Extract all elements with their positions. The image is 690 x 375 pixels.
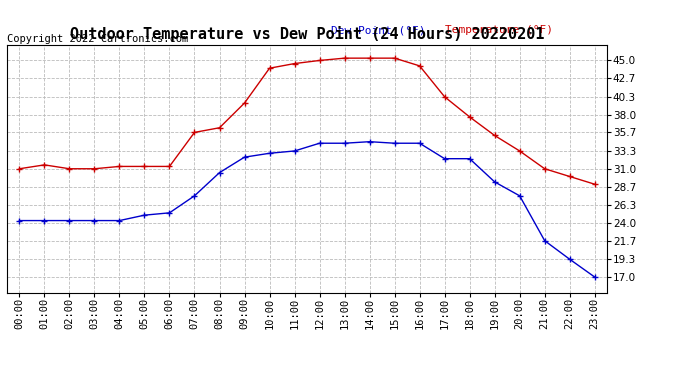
Title: Outdoor Temperature vs Dew Point (24 Hours) 20220201: Outdoor Temperature vs Dew Point (24 Hou… (70, 27, 544, 42)
Text: Temperature (°F): Temperature (°F) (445, 25, 553, 35)
Text: Dew Point (°F): Dew Point (°F) (331, 25, 426, 35)
Text: Copyright 2022 Cartronics.com: Copyright 2022 Cartronics.com (7, 34, 188, 44)
